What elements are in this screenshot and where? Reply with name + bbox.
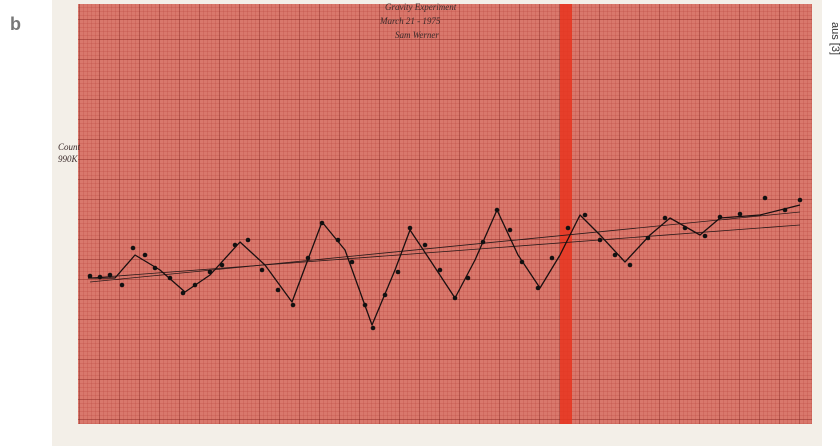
- handwritten-axis-label: Count: [58, 142, 81, 152]
- panel-label: b: [10, 14, 21, 34]
- handwritten-date: March 21 - 1975: [379, 16, 441, 26]
- handwritten-title: Gravity Experiment: [385, 2, 457, 12]
- credit: aus [3]: [829, 22, 840, 55]
- fit-curve: [88, 204, 801, 326]
- red-band: [560, 4, 572, 424]
- trend-line: [89, 211, 801, 283]
- trend-line: [89, 224, 801, 279]
- coarse-grid: [78, 4, 812, 424]
- handwritten-author: Sam Werner: [395, 30, 439, 40]
- handwritten-axis-unit: 990K: [58, 154, 79, 164]
- data-points: [87, 195, 803, 331]
